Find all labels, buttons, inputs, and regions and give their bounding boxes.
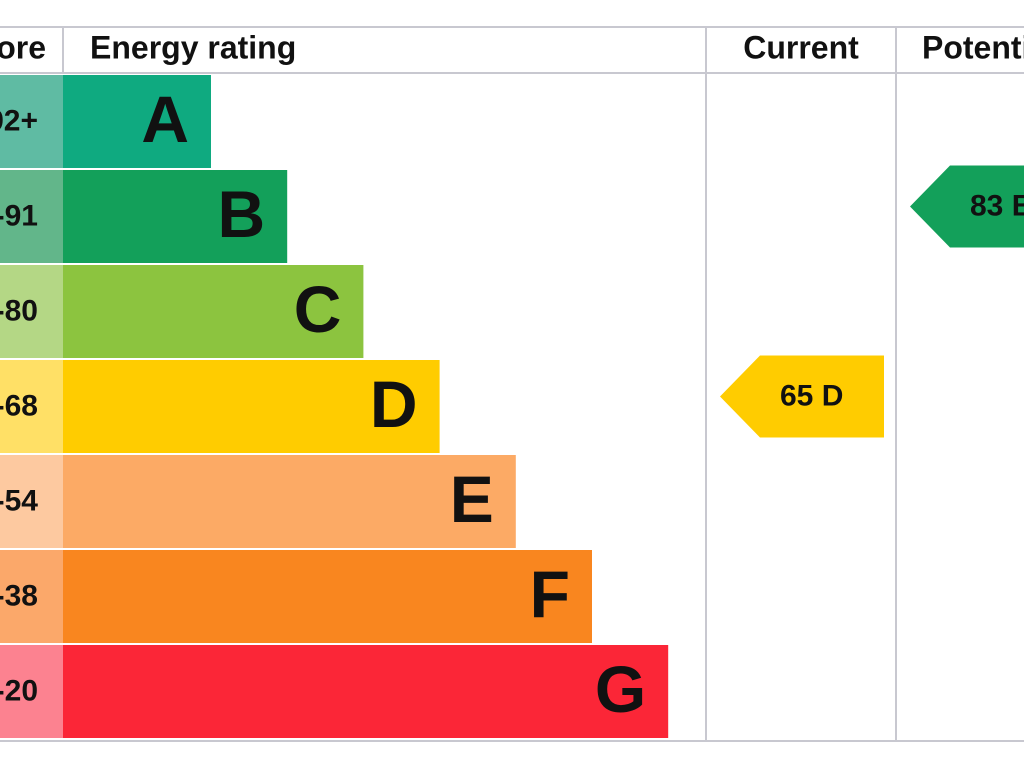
score-range: 69-80 (0, 294, 38, 327)
header-potential: Potential (922, 29, 1024, 65)
rating-bar (63, 550, 592, 643)
header-current: Current (743, 29, 859, 65)
score-range: 39-54 (0, 484, 38, 517)
rating-letter: G (595, 652, 646, 726)
rating-bar (63, 645, 669, 738)
rating-bar (63, 265, 364, 358)
score-cell (0, 550, 63, 643)
table-frame (0, 26, 1024, 742)
rating-letter: C (294, 272, 342, 346)
rating-bar (63, 170, 288, 263)
rating-letter: D (370, 367, 418, 441)
score-cell (0, 75, 63, 168)
rating-bar (63, 455, 516, 548)
potential-label: 83 B (970, 189, 1024, 222)
rating-letter: E (450, 462, 494, 536)
score-range: 21-38 (0, 579, 38, 612)
potential-arrow (910, 165, 1024, 248)
score-range: 92+ (0, 104, 38, 137)
score-range: 55-68 (0, 389, 38, 422)
rating-letter: A (141, 82, 189, 156)
rating-bar (63, 75, 211, 168)
rating-letter: B (218, 177, 266, 251)
rating-bar (63, 360, 440, 453)
score-cell (0, 265, 63, 358)
score-cell (0, 455, 63, 548)
score-range: 81-91 (0, 199, 38, 232)
score-range: 1-20 (0, 674, 38, 707)
score-cell (0, 170, 63, 263)
score-cell (0, 645, 63, 738)
current-arrow (720, 355, 884, 438)
header-energy-rating: Energy rating (90, 29, 296, 65)
header-score: Score (0, 29, 46, 65)
rating-letter: F (530, 557, 570, 631)
current-label: 65 D (780, 379, 843, 412)
score-cell (0, 360, 63, 453)
